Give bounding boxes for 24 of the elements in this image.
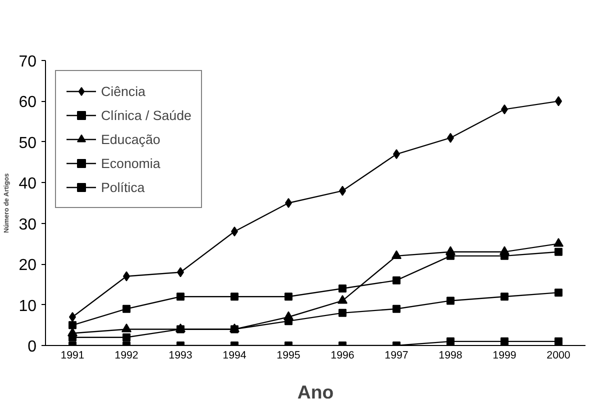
y-tick-label: 0 [28,338,37,356]
x-tick-label: 1999 [492,350,516,362]
x-tick-label: 1995 [276,350,300,362]
x-tick-label: 1996 [330,350,354,362]
legend-label: Ciência [101,84,146,98]
legend-label: Educação [101,132,160,146]
y-tick-label: 60 [18,94,37,112]
x-tick-label: 1994 [222,350,246,362]
y-tick-label: 30 [18,216,37,234]
x-tick-label: 1998 [438,350,462,362]
x-tick-label: 1993 [168,350,192,362]
y-tick-label: 50 [18,134,37,152]
x-tick-label: 1992 [114,350,138,362]
legend-label: Clínica / Saúde [101,108,192,122]
y-tick-label: 70 [18,54,37,70]
x-tick-label: 1997 [384,350,408,362]
y-tick-label: 20 [18,257,37,274]
y-tick-label: 40 [18,176,37,193]
x-tick-label: 2000 [546,350,570,362]
legend-label: Política [101,180,145,194]
x-axis-title: Ano [297,382,334,402]
x-tick-label: 1991 [60,350,84,362]
y-tick-label: 10 [18,298,37,315]
legend-label: Economia [101,156,160,170]
